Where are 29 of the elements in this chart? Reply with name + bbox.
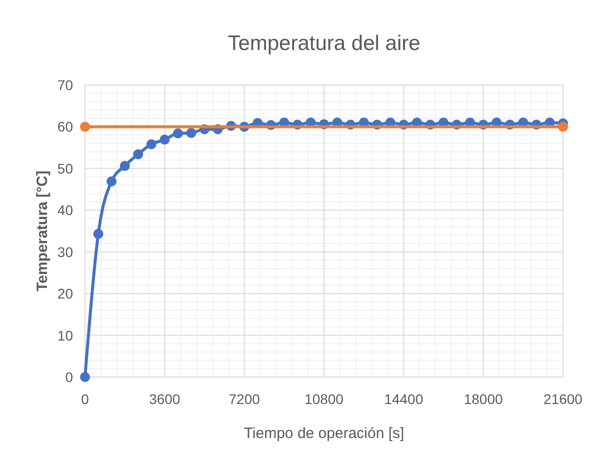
y-axis-title: Temperatura [°C]: [34, 170, 51, 292]
x-tick-label: 0: [81, 391, 90, 407]
x-tick-label: 10800: [304, 391, 344, 407]
point: [160, 134, 170, 145]
y-tick-label: 0: [65, 369, 74, 385]
y-tick-label: 50: [57, 160, 74, 176]
point: [93, 228, 104, 239]
chart-title: Temperatura del aire: [228, 32, 420, 55]
y-tick-label: 10: [57, 327, 74, 344]
y-tick-label: 60: [57, 118, 74, 135]
point: [558, 122, 568, 132]
point: [186, 128, 196, 138]
x-tick-label: 3600: [149, 391, 180, 407]
x-axis-title: Tiempo de operación [s]: [244, 425, 404, 442]
point: [80, 122, 90, 132]
y-tick-label: 20: [57, 286, 74, 302]
point: [133, 149, 144, 160]
point: [172, 128, 183, 138]
x-tick-label: 21600: [544, 391, 583, 407]
y-tick-label: 40: [57, 202, 74, 218]
point: [146, 139, 156, 150]
x-tick-label: 18000: [464, 391, 504, 407]
y-tick-label: 70: [57, 77, 74, 93]
point: [106, 176, 117, 186]
x-tick-label: 7200: [228, 391, 260, 407]
point: [80, 372, 90, 382]
y-tick-label: 30: [57, 244, 74, 260]
point: [120, 160, 130, 171]
x-tick-label: 14400: [384, 391, 424, 407]
